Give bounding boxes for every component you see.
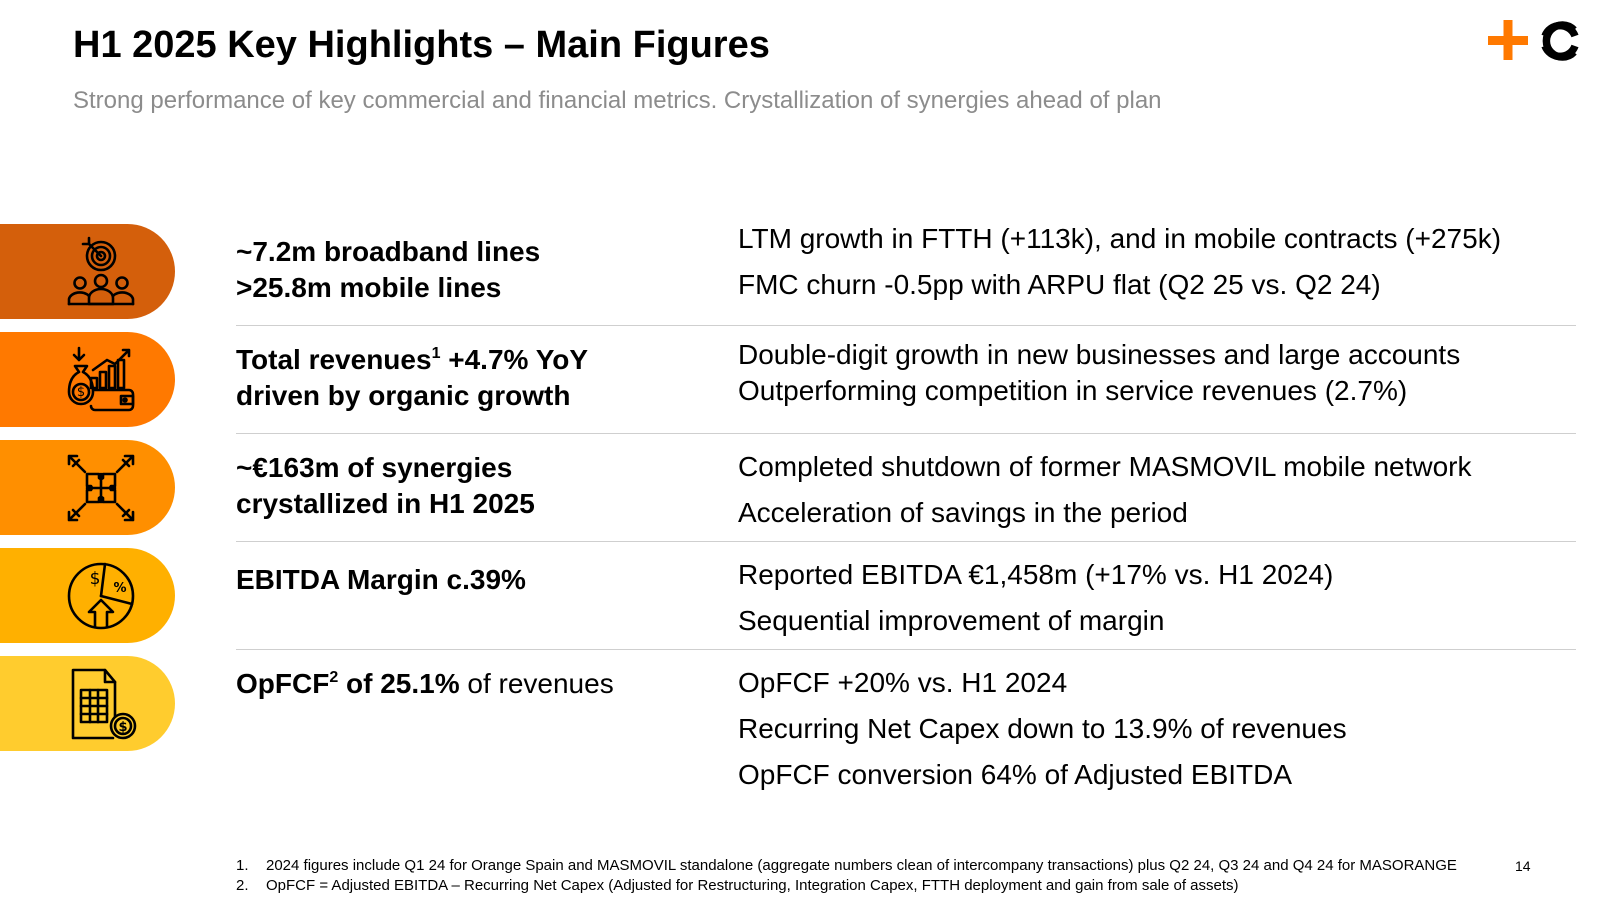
headline-text: of 25.1%: [338, 668, 460, 699]
footnote-number: 1.: [236, 857, 249, 874]
margin-pie-icon: $ %: [67, 562, 135, 630]
footnote-text: OpFCF = Adjusted EBITDA – Recurring Net …: [266, 877, 1239, 894]
svg-text:$: $: [90, 569, 101, 589]
highlight-row-1: ~7.2m broadband lines >25.8m mobile line…: [236, 223, 1576, 332]
footnote-1: 1. 2024 figures include Q1 24 for Orange…: [236, 856, 1457, 876]
band-4: $ %: [0, 548, 175, 643]
target-people-icon: [67, 236, 135, 306]
highlight-row-3: ~€163m of synergies crystallized in H1 2…: [236, 440, 1576, 548]
divider: [236, 433, 1576, 434]
headline-line: EBITDA Margin c.39%: [236, 564, 526, 595]
headline-line: crystallized in H1 2025: [236, 488, 535, 519]
highlight-row-2: Total revenues1 +4.7% YoY driven by orga…: [236, 332, 1576, 440]
page-subtitle: Strong performance of key commercial and…: [73, 87, 1162, 114]
row-1-headline: ~7.2m broadband lines >25.8m mobile line…: [236, 234, 706, 306]
headline-line: Total revenues1 +4.7% YoY: [236, 342, 706, 378]
detail-line: Outperforming competition in service rev…: [738, 375, 1408, 406]
detail-line: FMC churn -0.5pp with ARPU flat (Q2 25 v…: [738, 269, 1381, 300]
headline-line: OpFCF2 of 25.1% of revenues: [236, 666, 706, 702]
cash-document-icon: $: [71, 668, 137, 740]
svg-text:%: %: [113, 581, 126, 596]
svg-text:$: $: [77, 385, 85, 400]
footnote-ref: 2: [329, 669, 339, 686]
detail-line: Recurring Net Capex down to 13.9% of rev…: [738, 713, 1347, 744]
detail-line: Double-digit growth in new businesses an…: [738, 339, 1461, 370]
headline-text: OpFCF: [236, 668, 330, 699]
headline-text: Total revenues: [236, 344, 432, 375]
headline-line: ~7.2m broadband lines: [236, 236, 541, 267]
divider: [236, 325, 1576, 326]
band-5: $: [0, 656, 175, 751]
highlight-row-5: OpFCF2 of 25.1% of revenues OpFCF +20% v…: [236, 656, 1576, 806]
svg-text:$: $: [118, 720, 127, 735]
footnote-text: 2024 figures include Q1 24 for Orange Sp…: [266, 857, 1457, 874]
detail-line: Reported EBITDA €1,458m (+17% vs. H1 202…: [738, 559, 1334, 590]
page-number: 14: [1515, 858, 1531, 874]
plus-circle-logo-icon: [1488, 20, 1579, 61]
row-5-headline: OpFCF2 of 25.1% of revenues: [236, 666, 706, 702]
band-2: $: [0, 332, 175, 427]
detail-line: LTM growth in FTTH (+113k), and in mobil…: [738, 223, 1502, 254]
row-2-details: Double-digit growth in new businesses an…: [738, 337, 1578, 409]
footnote-ref: 1: [431, 345, 441, 362]
row-2-headline: Total revenues1 +4.7% YoY driven by orga…: [236, 342, 706, 414]
detail-line: Completed shutdown of former MASMOVIL mo…: [738, 451, 1472, 482]
band-3: [0, 440, 175, 535]
headline-text: +4.7% YoY: [440, 344, 589, 375]
headline-line: driven by organic growth: [236, 380, 571, 411]
detail-line: Acceleration of savings in the period: [738, 497, 1188, 528]
footnote-number: 2.: [236, 877, 249, 894]
band-1: [0, 224, 175, 319]
headline-line: >25.8m mobile lines: [236, 272, 502, 303]
divider: [236, 649, 1576, 650]
row-4-details: Reported EBITDA €1,458m (+17% vs. H1 202…: [738, 552, 1578, 644]
footnotes: 1. 2024 figures include Q1 24 for Orange…: [236, 856, 1457, 896]
puzzle-synergy-icon: [67, 454, 135, 522]
money-growth-icon: $: [67, 346, 135, 412]
page-title: H1 2025 Key Highlights – Main Figures: [73, 24, 770, 66]
headline-text: of revenues: [459, 668, 614, 699]
row-1-details: LTM growth in FTTH (+113k), and in mobil…: [738, 216, 1578, 308]
divider: [236, 541, 1576, 542]
row-3-headline: ~€163m of synergies crystallized in H1 2…: [236, 450, 706, 522]
detail-line: OpFCF conversion 64% of Adjusted EBITDA: [738, 759, 1293, 790]
row-3-details: Completed shutdown of former MASMOVIL mo…: [738, 444, 1578, 536]
detail-line: Sequential improvement of margin: [738, 605, 1165, 636]
footnote-2: 2. OpFCF = Adjusted EBITDA – Recurring N…: [236, 876, 1457, 896]
headline-line: ~€163m of synergies: [236, 452, 513, 483]
highlight-row-4: EBITDA Margin c.39% Reported EBITDA €1,4…: [236, 548, 1576, 656]
row-4-headline: EBITDA Margin c.39%: [236, 562, 706, 598]
detail-line: OpFCF +20% vs. H1 2024: [738, 667, 1068, 698]
row-5-details: OpFCF +20% vs. H1 2024 Recurring Net Cap…: [738, 660, 1578, 798]
